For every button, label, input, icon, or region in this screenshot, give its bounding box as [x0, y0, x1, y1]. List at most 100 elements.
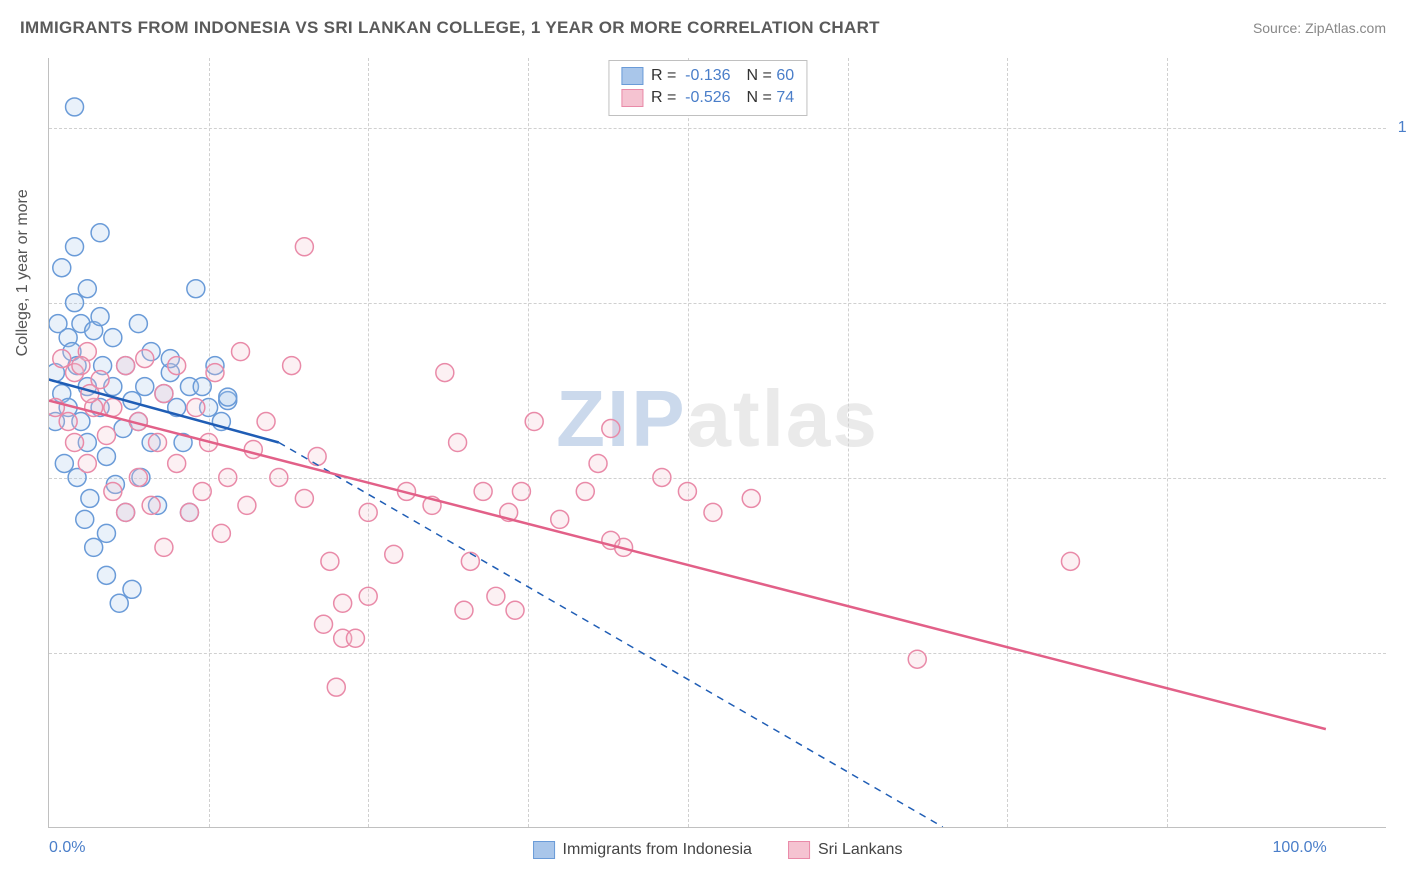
scatter-point [136, 378, 154, 396]
scatter-point [455, 601, 473, 619]
scatter-point [129, 468, 147, 486]
legend-swatch-0 [621, 67, 643, 85]
legend-item-label-0: Immigrants from Indonesia [563, 841, 752, 859]
scatter-point [104, 329, 122, 347]
scatter-point [206, 364, 224, 382]
scatter-point [908, 650, 926, 668]
scatter-point [512, 482, 530, 500]
legend-item-label-1: Sri Lankans [818, 841, 903, 859]
scatter-point [97, 447, 115, 465]
scatter-point [104, 399, 122, 417]
legend-item-0: Immigrants from Indonesia [533, 841, 752, 859]
scatter-point [653, 468, 671, 486]
scatter-point [334, 594, 352, 612]
scatter-point [91, 308, 109, 326]
scatter-point [59, 413, 77, 431]
scatter-point [487, 587, 505, 605]
scatter-point [449, 434, 467, 452]
scatter-point [180, 503, 198, 521]
legend-r-val-0: -0.136 [685, 67, 730, 84]
scatter-point [551, 510, 569, 528]
scatter-point [704, 503, 722, 521]
chart-svg [49, 58, 1386, 827]
scatter-point [678, 482, 696, 500]
legend-r-label: R = [651, 67, 676, 84]
scatter-point [110, 594, 128, 612]
scatter-point [321, 552, 339, 570]
scatter-point [53, 350, 71, 368]
scatter-point [589, 454, 607, 472]
legend-r-label: R = [651, 89, 676, 106]
legend-n-0: N = 60 [747, 67, 795, 85]
chart-title: IMMIGRANTS FROM INDONESIA VS SRI LANKAN … [20, 18, 880, 38]
scatter-point [193, 378, 211, 396]
scatter-point [359, 587, 377, 605]
scatter-point [436, 364, 454, 382]
legend-r-0: R = -0.136 [651, 67, 731, 85]
x-tick-label: 0.0% [49, 839, 85, 857]
scatter-point [66, 98, 84, 116]
y-axis-label: College, 1 year or more [14, 189, 32, 356]
scatter-point [53, 259, 71, 277]
scatter-point [129, 315, 147, 333]
scatter-point [149, 434, 167, 452]
scatter-point [219, 468, 237, 486]
scatter-point [66, 434, 84, 452]
scatter-point [461, 552, 479, 570]
scatter-point [66, 294, 84, 312]
scatter-point [742, 489, 760, 507]
y-tick-label: 100.0% [1398, 119, 1406, 137]
scatter-point [219, 388, 237, 406]
legend-stats-row-1: R = -0.526 N = 74 [621, 87, 794, 109]
scatter-point [474, 482, 492, 500]
scatter-point [76, 510, 94, 528]
scatter-point [78, 454, 96, 472]
scatter-point [117, 357, 135, 375]
scatter-point [123, 580, 141, 598]
scatter-point [238, 496, 256, 514]
scatter-point [232, 343, 250, 361]
scatter-point [97, 427, 115, 445]
scatter-point [212, 524, 230, 542]
scatter-point [91, 224, 109, 242]
scatter-point [104, 482, 122, 500]
legend-stats-row-0: R = -0.136 N = 60 [621, 65, 794, 87]
legend-bottom-swatch-1 [788, 841, 810, 859]
scatter-point [506, 601, 524, 619]
scatter-point [136, 350, 154, 368]
scatter-point [283, 357, 301, 375]
scatter-point [187, 399, 205, 417]
scatter-point [142, 496, 160, 514]
scatter-point [193, 482, 211, 500]
scatter-point [66, 238, 84, 256]
scatter-point [1061, 552, 1079, 570]
scatter-point [97, 566, 115, 584]
legend-r-1: R = -0.526 [651, 89, 731, 107]
legend-bottom-swatch-0 [533, 841, 555, 859]
legend-r-val-1: -0.526 [685, 89, 730, 106]
scatter-point [117, 503, 135, 521]
scatter-point [385, 545, 403, 563]
scatter-point [576, 482, 594, 500]
scatter-point [525, 413, 543, 431]
legend-series: Immigrants from Indonesia Sri Lankans [533, 841, 903, 859]
scatter-point [97, 524, 115, 542]
legend-n-label: N = [747, 89, 772, 106]
scatter-point [359, 503, 377, 521]
scatter-point [257, 413, 275, 431]
scatter-point [55, 454, 73, 472]
trend-line-extrapolated [279, 443, 943, 828]
scatter-point [308, 447, 326, 465]
plot-area: ZIPatlas R = -0.136 N = 60 R = -0.526 N … [48, 58, 1386, 828]
source-label: Source: ZipAtlas.com [1253, 20, 1386, 36]
legend-stats: R = -0.136 N = 60 R = -0.526 N = 74 [608, 60, 807, 116]
legend-n-label: N = [747, 67, 772, 84]
scatter-point [85, 538, 103, 556]
scatter-point [346, 629, 364, 647]
scatter-point [295, 238, 313, 256]
scatter-point [81, 489, 99, 507]
legend-n-val-1: 74 [776, 89, 794, 106]
scatter-point [602, 420, 620, 438]
scatter-point [315, 615, 333, 633]
scatter-point [295, 489, 313, 507]
